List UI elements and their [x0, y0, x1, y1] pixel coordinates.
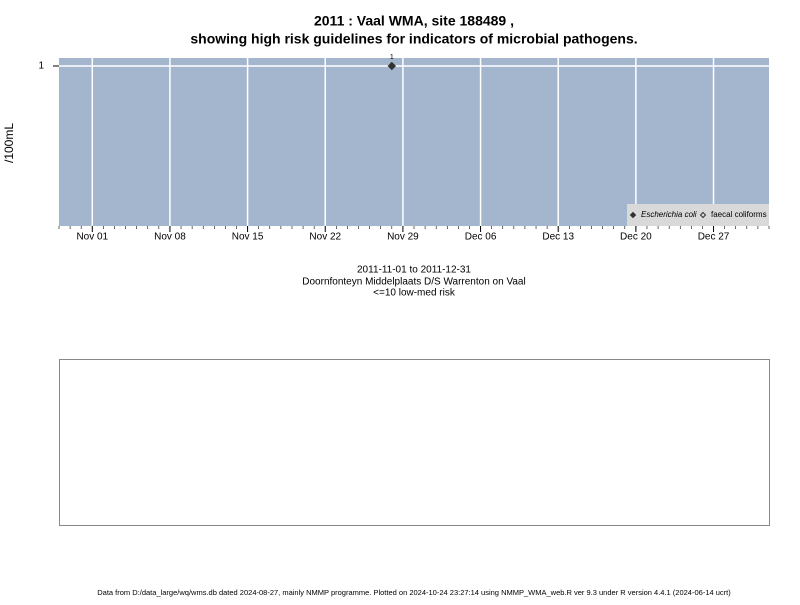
- x-tick-label: Nov 22: [309, 232, 341, 243]
- x-tick-label: Nov 29: [387, 232, 419, 243]
- x-tick-label: Dec 27: [698, 232, 730, 243]
- legend-label: Escherichia coli: [641, 210, 697, 219]
- annotation: 2011-11-01 to 2011-12-31: [357, 265, 471, 276]
- y-axis-label: /100mL: [2, 123, 16, 163]
- x-tick-label: Dec 13: [542, 232, 574, 243]
- x-tick-label: Dec 06: [465, 232, 497, 243]
- annotation: Doornfonteyn Middelplaats D/S Warrenton …: [302, 277, 525, 288]
- annotation: <=10 low-med risk: [373, 288, 456, 299]
- empty-panel: [59, 359, 770, 526]
- chart-subtitle: showing high risk guidelines for indicat…: [190, 31, 637, 47]
- footer: Data from D:/data_large/wq/wms.db dated …: [97, 588, 731, 597]
- legend-box: [627, 204, 769, 226]
- legend-marker: [699, 211, 707, 219]
- x-tick-label: Nov 08: [154, 232, 186, 243]
- plot-area: [59, 58, 769, 226]
- x-tick-label: Dec 20: [620, 232, 652, 243]
- legend-label: faecal coliforms: [711, 210, 767, 219]
- x-tick-label: Nov 01: [76, 232, 108, 243]
- point: [387, 61, 397, 71]
- data-label: 1: [390, 54, 394, 61]
- chart-title: 2011 : Vaal WMA, site 188489 ,: [314, 13, 514, 29]
- y-tick-label: 1: [38, 61, 44, 72]
- legend-marker: [629, 211, 637, 219]
- x-tick-label: Nov 15: [232, 232, 264, 243]
